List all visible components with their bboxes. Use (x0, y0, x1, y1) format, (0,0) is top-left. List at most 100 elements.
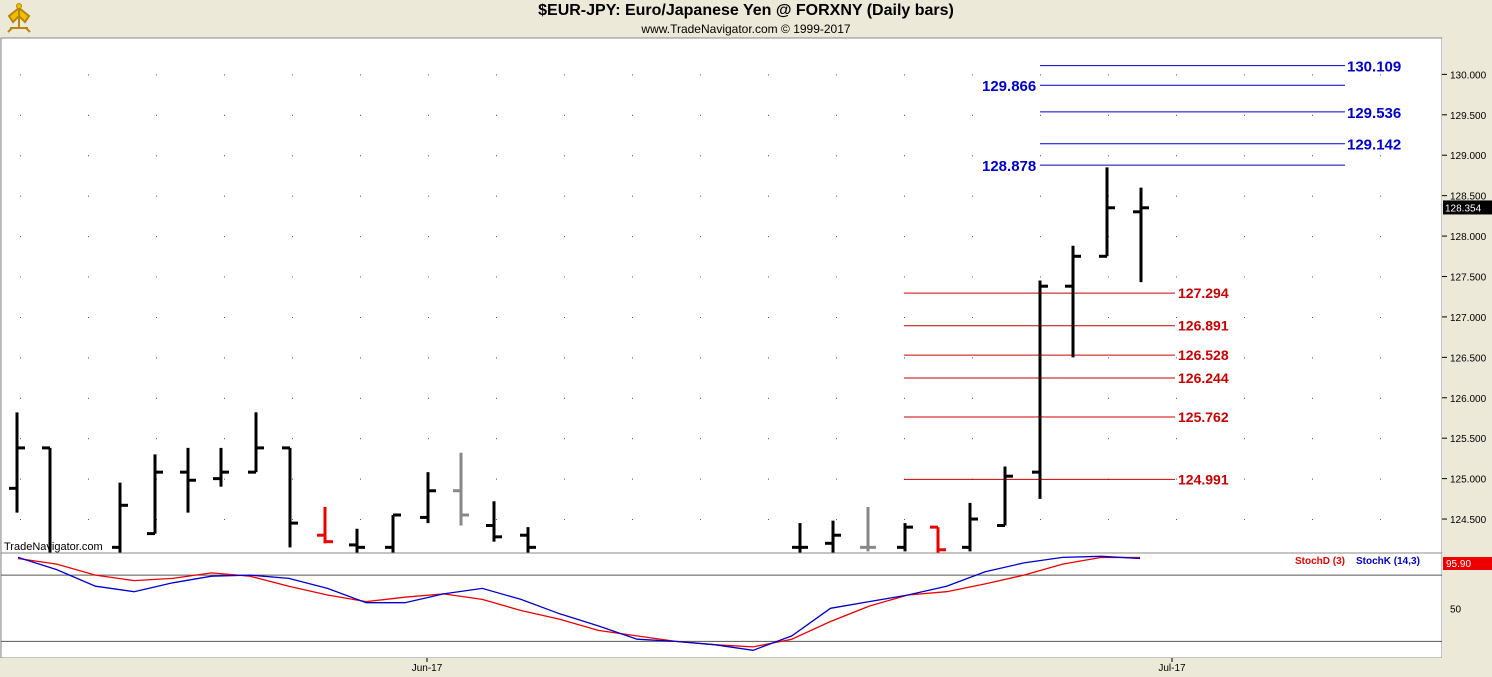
grid-dot (768, 519, 769, 521)
grid-dot (1380, 316, 1381, 318)
grid-dot (20, 397, 21, 399)
grid-dot (904, 316, 905, 318)
grid-dot (904, 155, 905, 157)
grid-dot (836, 519, 837, 521)
grid-dot (1312, 357, 1313, 359)
grid-dot (1176, 74, 1177, 76)
resistance-label: 129.536 (1347, 105, 1401, 122)
grid-dot (1040, 236, 1041, 238)
grid-dot (292, 276, 293, 278)
grid-dot (1380, 195, 1381, 197)
grid-dot (632, 357, 633, 359)
grid-dot (156, 357, 157, 359)
grid-dot (1312, 74, 1313, 76)
grid-dot (1312, 276, 1313, 278)
grid-dot (1176, 357, 1177, 359)
grid-dot (904, 397, 905, 399)
grid-dot (224, 357, 225, 359)
grid-dot (700, 195, 701, 197)
grid-dot (20, 276, 21, 278)
stochD-legend: StochD (3) (1295, 556, 1345, 567)
grid-dot (20, 236, 21, 238)
grid-dot (1108, 74, 1109, 76)
grid-dot (1312, 195, 1313, 197)
grid-dot (156, 74, 157, 76)
grid-dot (632, 74, 633, 76)
grid-dot (224, 195, 225, 197)
grid-dot (1244, 155, 1245, 157)
grid-dot (564, 155, 565, 157)
grid-dot (632, 195, 633, 197)
grid-dot (1244, 74, 1245, 76)
grid-dot (1176, 195, 1177, 197)
grid-dot (360, 478, 361, 480)
y-tick-label: 125.500 (1450, 434, 1487, 445)
grid-dot (836, 478, 837, 480)
price-axis-background (1442, 38, 1492, 553)
grid-dot (156, 438, 157, 440)
y-tick-label: 130.000 (1450, 70, 1487, 81)
grid-dot (1380, 519, 1381, 521)
grid-dot (88, 438, 89, 440)
grid-dot (88, 519, 89, 521)
grid-dot (700, 74, 701, 76)
price-panel[interactable]: 124.500 125.000 125.500 126.000 126.500 127.0… (0, 37, 1492, 554)
stochK-legend: StochK (14,3) (1356, 556, 1420, 567)
grid-dot (1312, 316, 1313, 318)
grid-dot (496, 74, 497, 76)
grid-dot (768, 74, 769, 76)
grid-dot (1312, 519, 1313, 521)
grid-dot (1176, 478, 1177, 480)
last-price-label: 128.354 (1445, 203, 1482, 214)
grid-dot (1244, 478, 1245, 480)
grid-dot (88, 236, 89, 238)
stochastic-panel[interactable]: 50 StochD (3) StochK (14,3) 95.90 Jun-17 Jul-… (0, 552, 1492, 677)
support-label: 125.762 (1178, 409, 1229, 425)
grid-dot (1312, 478, 1313, 480)
grid-dot (1380, 357, 1381, 359)
grid-dot (564, 74, 565, 76)
stoch-axis-background (1442, 553, 1492, 658)
grid-dot (632, 438, 633, 440)
grid-dot (904, 74, 905, 76)
grid-dot (1244, 316, 1245, 318)
grid-dot (972, 114, 973, 116)
grid-dot (88, 74, 89, 76)
price-plot-background (0, 37, 1443, 554)
grid-dot (224, 155, 225, 157)
grid-dot (1040, 195, 1041, 197)
grid-dot (632, 155, 633, 157)
grid-dot (1312, 397, 1313, 399)
grid-dot (1380, 397, 1381, 399)
grid-dot (836, 397, 837, 399)
grid-dot (428, 397, 429, 399)
grid-dot (1244, 438, 1245, 440)
grid-dot (292, 519, 293, 521)
stoch-last-value-box (1443, 557, 1492, 570)
grid-dot (904, 519, 905, 521)
grid-dot (1244, 195, 1245, 197)
grid-dot (564, 397, 565, 399)
support-label: 126.244 (1178, 370, 1229, 386)
x-tick-label: Jun-17 (412, 663, 443, 674)
grid-dot (88, 357, 89, 359)
grid-dot (768, 155, 769, 157)
grid-dot (972, 276, 973, 278)
grid-dot (632, 519, 633, 521)
grid-dot (1244, 236, 1245, 238)
grid-dot (156, 114, 157, 116)
grid-dot (1380, 478, 1381, 480)
y-tick-label: 128.000 (1450, 232, 1487, 243)
stoch-series-line (17, 555, 1141, 651)
trade-navigator-logo-icon (2, 2, 36, 34)
grid-dot (972, 74, 973, 76)
grid-dot (88, 276, 89, 278)
x-tick-label: Jul-17 (1158, 663, 1186, 674)
grid-dot (360, 74, 361, 76)
grid-dot (972, 155, 973, 157)
grid-dot (632, 478, 633, 480)
y-tick-label: 129.000 (1450, 151, 1487, 162)
grid-dot (496, 478, 497, 480)
grid-dot (700, 114, 701, 116)
